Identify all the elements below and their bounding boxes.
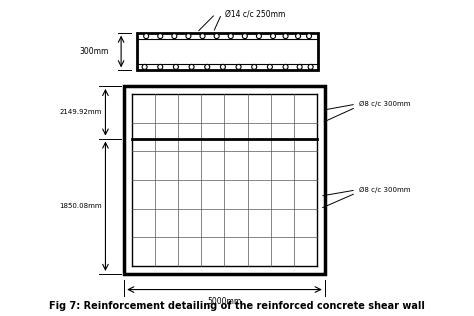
Text: Ø14 c/c 250mm: Ø14 c/c 250mm: [225, 9, 285, 18]
Text: Ø8 c/c 300mm: Ø8 c/c 300mm: [359, 187, 410, 193]
Bar: [137, 33, 319, 70]
Circle shape: [186, 33, 191, 39]
Text: 5000mm: 5000mm: [207, 297, 242, 307]
Circle shape: [173, 64, 178, 70]
Circle shape: [236, 64, 241, 70]
Circle shape: [256, 33, 262, 39]
Circle shape: [267, 64, 273, 70]
Circle shape: [252, 64, 257, 70]
Circle shape: [242, 33, 247, 39]
Text: 2149.92mm: 2149.92mm: [60, 109, 102, 115]
Circle shape: [172, 33, 177, 39]
Text: 1850.08mm: 1850.08mm: [60, 203, 102, 209]
Circle shape: [158, 64, 163, 70]
Circle shape: [142, 64, 147, 70]
Circle shape: [228, 33, 233, 39]
Circle shape: [271, 33, 275, 39]
Circle shape: [205, 64, 210, 70]
Circle shape: [220, 64, 226, 70]
Text: 300mm: 300mm: [79, 47, 109, 56]
Bar: [124, 86, 325, 274]
Circle shape: [144, 33, 149, 39]
Circle shape: [283, 33, 288, 39]
Circle shape: [214, 33, 219, 39]
Text: Fig 7: Reinforcement detailing of the reinforced concrete shear wall: Fig 7: Reinforcement detailing of the re…: [49, 301, 425, 312]
Circle shape: [297, 64, 302, 70]
Circle shape: [158, 33, 163, 39]
Circle shape: [200, 33, 205, 39]
Circle shape: [283, 64, 288, 70]
Circle shape: [296, 33, 301, 39]
Circle shape: [308, 64, 313, 70]
Text: Ø8 c/c 300mm: Ø8 c/c 300mm: [359, 101, 410, 107]
Circle shape: [189, 64, 194, 70]
Circle shape: [307, 33, 311, 39]
